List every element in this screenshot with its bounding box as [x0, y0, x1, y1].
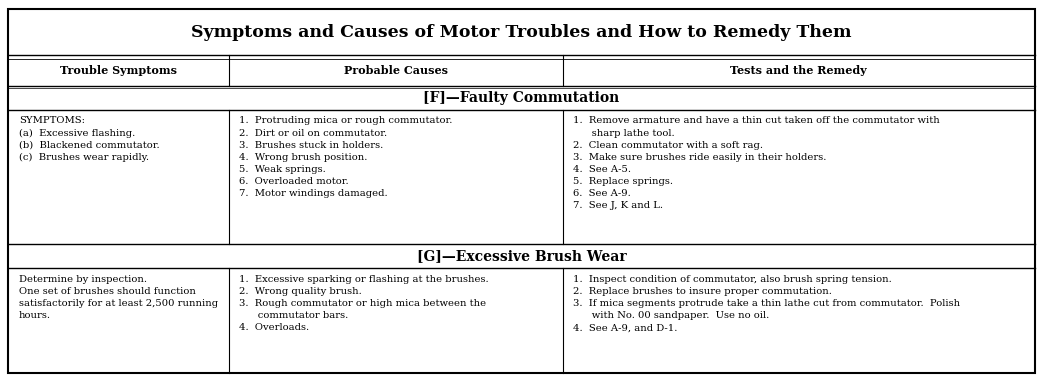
Text: 1.  Inspect condition of commutator, also brush spring tension.
2.  Replace brus: 1. Inspect condition of commutator, also… — [573, 275, 961, 332]
Text: Probable Causes: Probable Causes — [344, 65, 447, 76]
Text: Trouble Symptoms: Trouble Symptoms — [60, 65, 177, 76]
Text: Symptoms and Causes of Motor Troubles and How to Remedy Them: Symptoms and Causes of Motor Troubles an… — [191, 24, 852, 41]
Text: 1.  Remove armature and have a thin cut taken off the commutator with
      shar: 1. Remove armature and have a thin cut t… — [573, 116, 940, 211]
Text: Determine by inspection.
One set of brushes should function
satisfactorily for a: Determine by inspection. One set of brus… — [19, 275, 218, 320]
Text: 1.  Excessive sparking or flashing at the brushes.
2.  Wrong quality brush.
3.  : 1. Excessive sparking or flashing at the… — [240, 275, 489, 332]
Text: 1.  Protruding mica or rough commutator.
2.  Dirt or oil on commutator.
3.  Brus: 1. Protruding mica or rough commutator. … — [240, 116, 453, 198]
Text: SYMPTOMS:
(a)  Excessive flashing.
(b)  Blackened commutator.
(c)  Brushes wear : SYMPTOMS: (a) Excessive flashing. (b) Bl… — [19, 116, 160, 162]
Text: Tests and the Remedy: Tests and the Remedy — [730, 65, 867, 76]
Text: [F]—Faulty Commutation: [F]—Faulty Commutation — [423, 91, 620, 105]
Text: [G]—Excessive Brush Wear: [G]—Excessive Brush Wear — [417, 249, 626, 263]
